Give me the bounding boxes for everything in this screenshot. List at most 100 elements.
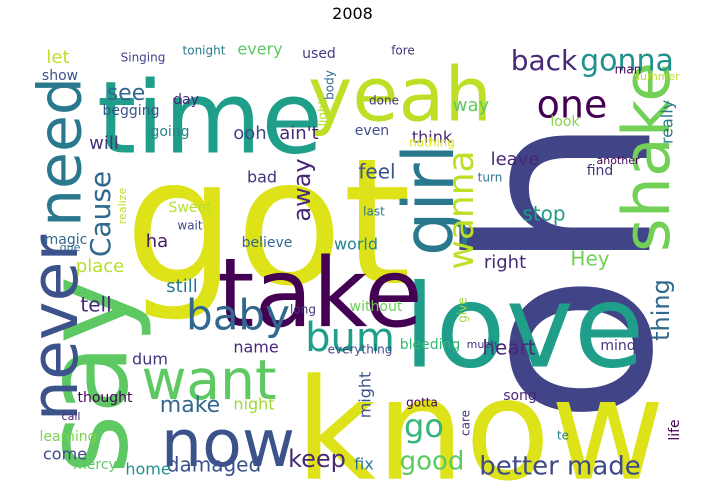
word-cause: Cause [84, 171, 117, 257]
word-even: even [355, 123, 389, 139]
word-without: without [350, 299, 403, 315]
word-every: every [237, 40, 282, 59]
word-care: care [459, 410, 473, 436]
word-never: never [18, 235, 93, 422]
word-magic: magic [45, 232, 88, 248]
word-make: make [160, 393, 220, 418]
word-used: used [302, 46, 336, 62]
word-turn: turn [478, 171, 503, 185]
word-que: que [60, 241, 81, 254]
word-summer: summer [634, 70, 680, 83]
word-oh: oh [417, 114, 705, 425]
word-love: love [403, 261, 644, 395]
word-mercy: mercy [73, 457, 117, 473]
word-bleeding: bleeding [400, 337, 461, 353]
word-name: name [233, 338, 278, 357]
word-say: say [21, 276, 155, 474]
word-dum: dum [132, 350, 168, 369]
word-shake: shake [610, 62, 685, 252]
word-sweet: Sweet [168, 200, 212, 216]
word-nothing: nothing [409, 136, 455, 150]
word-way: way [453, 95, 490, 116]
word-fore: fore [391, 44, 415, 58]
word-will: will [89, 133, 119, 154]
word-baby: baby [186, 291, 290, 340]
word-now: now [161, 407, 295, 482]
word-begging: begging [103, 103, 160, 119]
word-ain-t: ain't [279, 123, 318, 144]
word-might: might [356, 372, 375, 419]
word-know: know [295, 350, 665, 501]
word-back: back [511, 44, 578, 77]
word-fix: fix [354, 455, 374, 474]
word-think: think [412, 128, 453, 147]
word-wait: wait [177, 219, 203, 233]
word-wanna: wanna [441, 150, 482, 269]
word-ooh: ooh [233, 123, 266, 144]
word-bad: bad [247, 168, 277, 187]
word-gotta: gotta [406, 396, 438, 410]
word-find: find [587, 163, 614, 179]
word-yeah: yeah [308, 51, 492, 139]
word-world: world [334, 235, 378, 254]
word-believe: believe [242, 235, 293, 251]
word-life: life [667, 419, 683, 440]
word-bum: bum [305, 315, 395, 361]
word-everything: everything [328, 343, 393, 357]
word-away: away [288, 158, 316, 221]
word-much: much [467, 338, 498, 351]
word-ha: ha [146, 231, 168, 252]
word-te: te [557, 429, 569, 443]
word-show: show [42, 68, 78, 84]
word-going: going [150, 124, 189, 140]
word-got: got [125, 122, 412, 325]
word-place: place [76, 256, 124, 277]
word-heart: heart [482, 336, 535, 360]
word-last: last [363, 205, 385, 219]
word-long: long [290, 303, 316, 317]
word-let: let [46, 47, 69, 68]
word-hey: Hey [570, 247, 609, 271]
word-body: body [323, 70, 337, 100]
word-better-made: better made [479, 452, 641, 482]
word-take: take [217, 239, 423, 349]
word-song: song [503, 388, 537, 404]
word-go: go [404, 407, 444, 445]
word-leave: leave [491, 149, 540, 170]
figure-title: 2008 [332, 4, 373, 23]
word-mind: mind [600, 338, 635, 354]
word-light: light [316, 99, 330, 126]
word-day: day [173, 92, 199, 108]
word-night: night [233, 395, 274, 414]
word-girl: girl [388, 144, 470, 256]
word-give: give [456, 297, 470, 322]
word-good: good [400, 447, 465, 477]
word-see: see [107, 81, 146, 106]
word-call: call [62, 410, 81, 423]
word-learning: learning [39, 429, 96, 445]
word-man: man [615, 63, 642, 77]
word-time: time [97, 59, 323, 176]
word-tonight: tonight [183, 44, 226, 58]
word-right: right [484, 252, 526, 273]
word-really: really [658, 100, 677, 144]
word-keep: keep [288, 445, 346, 473]
word-look: look [550, 114, 580, 130]
word-stop: stop [522, 202, 565, 226]
word-thing: thing [647, 279, 675, 341]
word-need: need [26, 77, 96, 227]
word-another: another [596, 154, 639, 167]
word-still: still [166, 276, 197, 297]
word-thought: thought [77, 390, 133, 406]
word-singing: Singing [121, 51, 166, 65]
word-feel: feel [358, 160, 395, 184]
word-one: one [537, 83, 608, 127]
word-done: done [369, 94, 399, 108]
word-home: home [125, 460, 170, 479]
word-want: want [141, 348, 276, 412]
word-come: come [43, 445, 87, 464]
word-gonna: gonna [580, 44, 674, 79]
word-damaged: damaged [167, 453, 261, 477]
word-tell: tell [80, 293, 111, 317]
